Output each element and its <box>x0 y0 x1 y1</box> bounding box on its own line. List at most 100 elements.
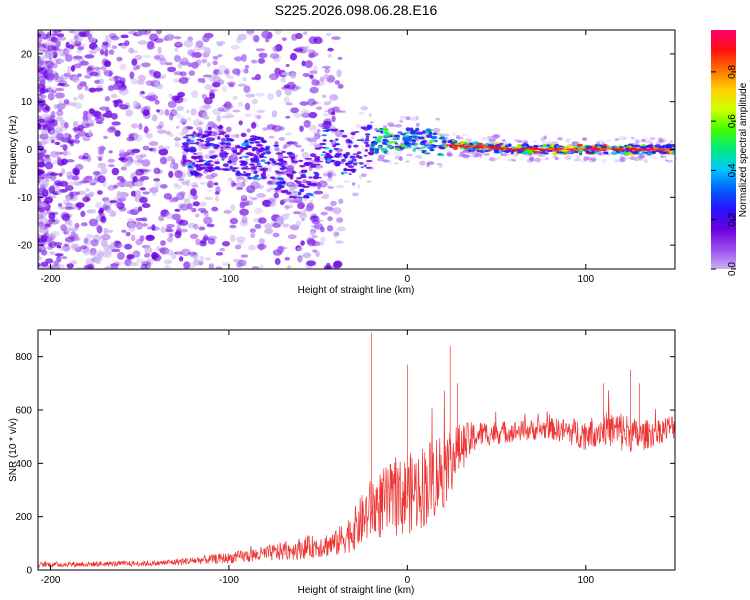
spectrogram-cell <box>271 110 278 118</box>
spectrogram-cell <box>606 145 610 149</box>
colorbar-tick-label: 0.0 <box>727 262 738 276</box>
spectrogram-cell <box>643 139 652 144</box>
spectrogram-cell <box>108 33 117 39</box>
spectrogram-cell <box>291 33 298 41</box>
spectrogram-cell <box>61 213 71 222</box>
spectrogram-cell <box>626 148 636 150</box>
spectrogram-cell <box>298 196 304 199</box>
spectrogram-cell <box>644 148 655 151</box>
spectrogram-cell <box>260 159 266 162</box>
spectrogram-cell <box>272 198 277 204</box>
spectrogram-cell <box>58 80 68 86</box>
spectrogram-cell <box>277 245 284 254</box>
spectrogram-cell <box>221 158 225 161</box>
spectrogram-cell <box>452 146 459 151</box>
spectrogram-cell <box>176 105 184 112</box>
spectrogram-cell <box>382 159 390 163</box>
spectrogram-cell <box>108 213 117 217</box>
spectrogram-cell <box>376 128 384 132</box>
spectrogram-cell <box>133 134 143 142</box>
spectrogram-cell <box>176 125 180 129</box>
spectrogram-cell <box>152 254 162 262</box>
spectrogram-cell <box>246 30 255 36</box>
spectrogram-cell <box>614 138 620 141</box>
spectrogram-cell <box>259 155 264 158</box>
spectrogram-cell <box>209 90 215 97</box>
spectrogram-cell <box>347 165 355 169</box>
spectrogram-cell <box>429 131 433 135</box>
spectrogram-cell <box>455 135 460 139</box>
spectrogram-cell <box>244 102 251 111</box>
spectrogram-cell <box>47 233 54 239</box>
spectrogram-cell <box>209 151 216 153</box>
spectrogram-cell <box>309 199 314 203</box>
spectrogram-cell <box>534 157 541 163</box>
spectrogram-cell <box>557 152 565 155</box>
spectrogram-cell <box>271 179 278 182</box>
spectrogram-cell <box>212 60 218 66</box>
spectrogram-cell <box>133 206 140 211</box>
spectrogram-cell <box>394 156 400 159</box>
spectrogram-cell <box>276 216 285 225</box>
spectrogram-cell <box>136 30 146 36</box>
spectrogram-cell <box>487 144 492 147</box>
spectrogram-cell <box>178 178 183 181</box>
spectrogram-cell <box>541 141 546 144</box>
spectrogram-cell <box>194 213 200 218</box>
spectrogram-cell <box>533 150 541 154</box>
spectrogram-cell <box>644 136 648 140</box>
spectrogram-cell <box>336 163 341 167</box>
spectrogram-cell <box>289 195 293 199</box>
spectrogram-cell <box>81 120 89 127</box>
spectrogram-cell <box>304 60 313 69</box>
spectrogram-cell <box>374 148 380 151</box>
spectrogram-cell <box>287 234 297 240</box>
spectrogram-cell <box>215 195 220 202</box>
spectrogram-cell <box>217 79 225 85</box>
spectrogram-cell <box>88 218 98 227</box>
spectrogram-cell <box>648 144 654 147</box>
spectrogram-cell <box>87 65 95 70</box>
spectrogram-cell <box>222 168 231 172</box>
spectrogram-cell <box>433 127 441 133</box>
spectrogram-cell <box>94 47 102 52</box>
spectrogram-cell <box>657 137 663 142</box>
spectrogram-cell <box>50 110 56 117</box>
spectrogram-cell <box>204 168 212 172</box>
spectrogram-cell <box>425 128 432 132</box>
spectrogram-cell <box>321 211 329 216</box>
spectrogram-cell <box>42 174 49 179</box>
spectrogram-cell <box>250 122 257 129</box>
spectrogram-cell <box>224 103 234 110</box>
spectrogram-cell <box>108 164 115 168</box>
spectrogram-cell <box>309 74 314 79</box>
spectrogram-cell <box>595 141 601 146</box>
spectrogram-cell <box>335 110 342 113</box>
spectrogram-cell <box>269 176 276 179</box>
spectrogram-cell <box>614 159 619 164</box>
spectrogram-cell <box>273 162 280 165</box>
spectrogram-cell <box>38 33 42 38</box>
spectrogram-cell <box>47 122 55 131</box>
spectrogram-y-label: Frequency (Hz) <box>8 116 19 185</box>
spectrogram-cell <box>63 72 72 78</box>
x-tick-label: -200 <box>40 575 60 586</box>
spectrogram-cell <box>421 150 427 152</box>
spectrogram-cell <box>483 136 492 140</box>
spectrogram-cell <box>232 185 236 189</box>
spectrogram-cell <box>159 156 168 165</box>
spectrogram-cell <box>45 221 51 227</box>
spectrogram-cell <box>331 266 339 269</box>
spectrogram-cell <box>324 110 330 113</box>
spectrogram-cell <box>631 144 635 147</box>
spectrogram-cell <box>298 159 304 162</box>
spectrogram-cell <box>195 134 201 137</box>
spectrogram-cell <box>250 141 255 144</box>
spectrogram-cell <box>271 160 277 163</box>
spectrogram-cell <box>291 171 297 174</box>
spectrogram-cell <box>484 150 491 152</box>
spectrogram-cell <box>606 149 611 152</box>
spectrogram-cell <box>632 150 639 155</box>
spectrogram-cell <box>132 176 138 183</box>
